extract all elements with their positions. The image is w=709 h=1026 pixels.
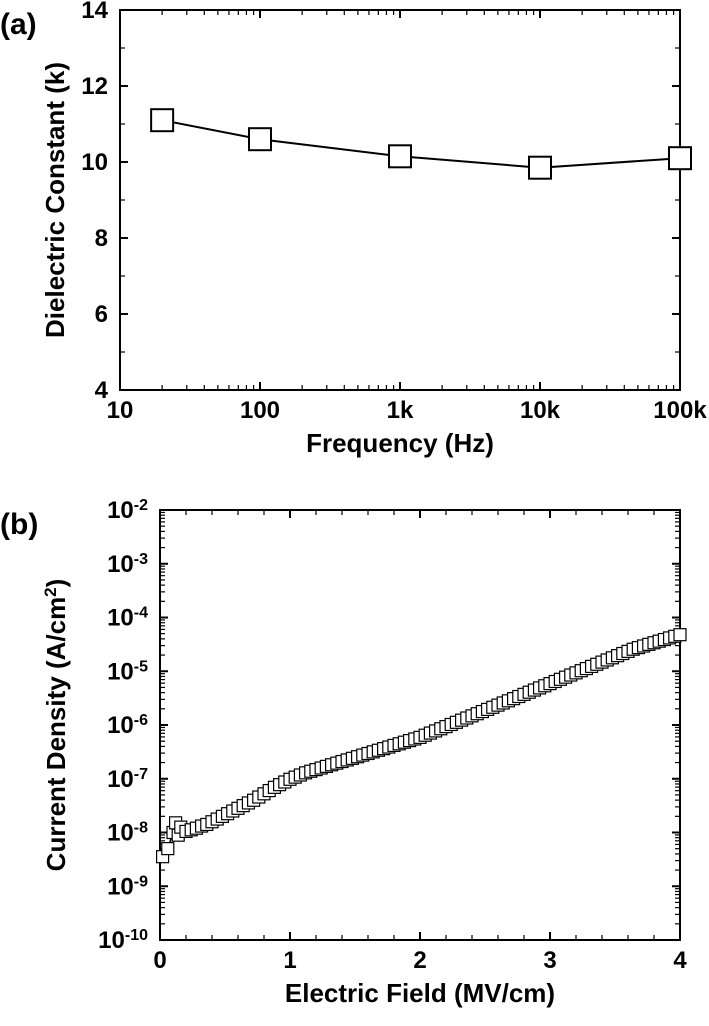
svg-text:1: 1 [283,947,296,974]
svg-text:14: 14 [81,0,108,24]
svg-text:10-4: 10-4 [107,604,148,632]
svg-text:3: 3 [543,947,556,974]
svg-text:10-8: 10-8 [107,819,148,847]
svg-text:10-10: 10-10 [98,927,148,955]
svg-text:10-3: 10-3 [107,550,148,578]
svg-text:1k: 1k [387,397,414,424]
svg-text:2: 2 [413,947,426,974]
svg-text:10: 10 [107,397,134,424]
svg-text:4: 4 [95,377,109,404]
svg-text:10-6: 10-6 [107,712,148,740]
svg-text:Dielectric Constant (k): Dielectric Constant (k) [40,62,70,338]
svg-text:Electric Field (MV/cm): Electric Field (MV/cm) [285,978,555,1008]
svg-text:8: 8 [95,225,108,252]
svg-text:10-5: 10-5 [107,658,148,686]
svg-text:0: 0 [153,947,166,974]
svg-text:10-7: 10-7 [107,765,148,793]
svg-text:10k: 10k [520,397,561,424]
panel-b-label: (b) [0,508,38,542]
svg-text:Frequency (Hz): Frequency (Hz) [306,428,494,458]
svg-text:10: 10 [81,149,108,176]
svg-text:4: 4 [673,947,687,974]
svg-text:12: 12 [81,73,108,100]
svg-text:Current Density (A/cm2): Current Density (A/cm2) [41,579,72,872]
svg-text:100: 100 [240,397,280,424]
svg-text:100k: 100k [653,397,707,424]
figure-container: (a) (b) 101001k10k100k468101214Frequency… [0,0,709,1026]
svg-text:6: 6 [95,301,108,328]
svg-text:10-2: 10-2 [107,497,148,525]
svg-text:10-9: 10-9 [107,873,148,901]
panel-a-label: (a) [0,8,37,42]
figure-svg: 101001k10k100k468101214Frequency (Hz)Die… [0,0,709,1026]
